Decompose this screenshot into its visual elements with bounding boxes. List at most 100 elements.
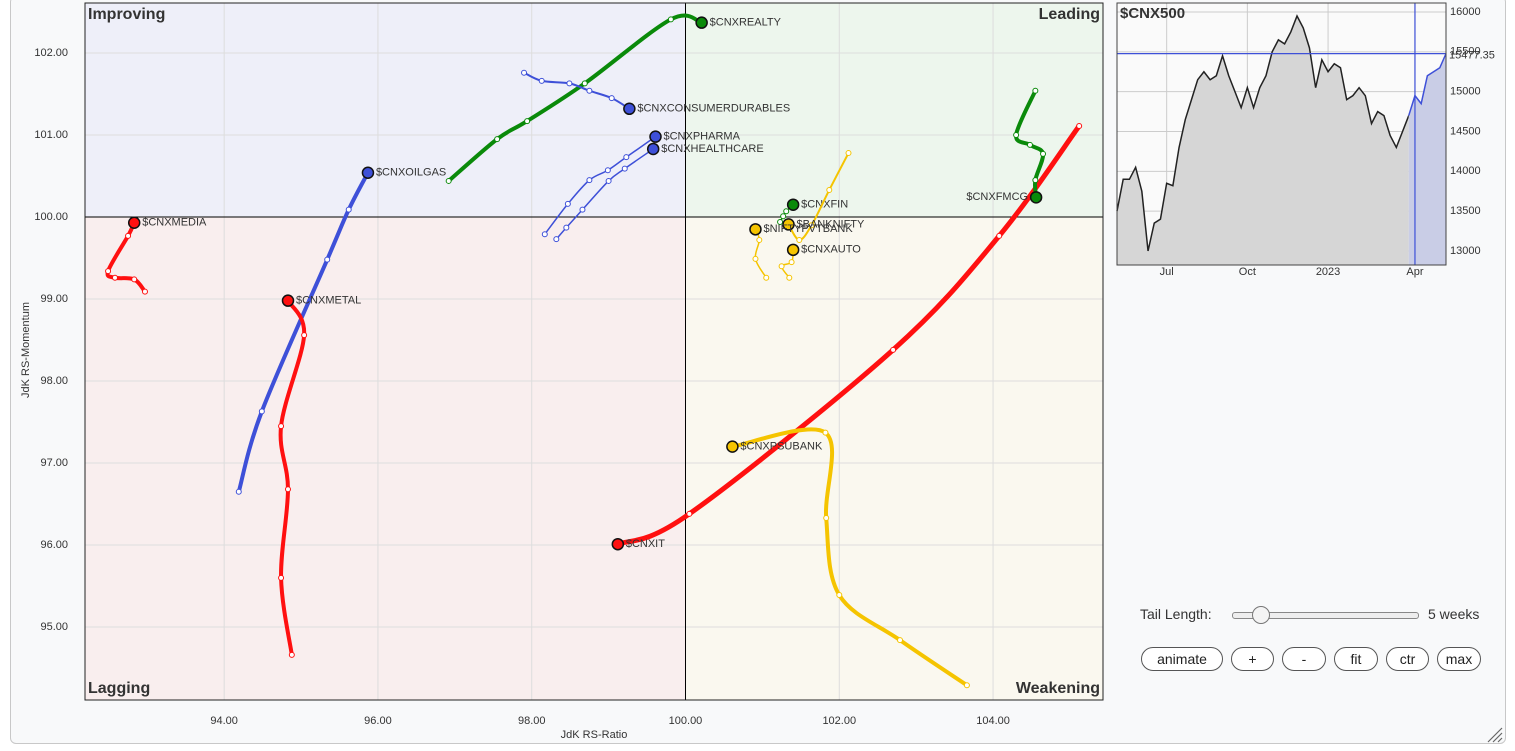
- y-tick-label: 14500: [1450, 125, 1481, 137]
- y-tick-label: 14000: [1450, 165, 1481, 177]
- quadrant: [85, 217, 686, 700]
- tail-point: [686, 510, 693, 517]
- tail-point: [822, 429, 829, 436]
- price-line: [1116, 14, 1410, 252]
- series-label: $CNXHEALTHCARE: [661, 143, 764, 155]
- tail-point: [278, 574, 285, 581]
- head-point: [646, 142, 660, 156]
- area: [1117, 15, 1409, 265]
- head-point: [611, 537, 625, 551]
- tail-point: [783, 208, 790, 215]
- tail-point: [586, 87, 593, 94]
- slider-knob[interactable]: [1252, 606, 1270, 624]
- plot-border: [84, 2, 1104, 701]
- y-tick-label: 15500: [1450, 46, 1481, 58]
- tail-point: [524, 118, 531, 125]
- y-tick-label: 13000: [1450, 245, 1481, 257]
- head-point: [726, 440, 739, 453]
- tail-point: [278, 423, 285, 430]
- tail-point: [788, 259, 795, 266]
- tail-point: [288, 651, 295, 658]
- tail-point: [284, 486, 291, 493]
- fit-button[interactable]: fit: [1334, 647, 1378, 671]
- tail-point: [324, 256, 331, 263]
- tail-point: [823, 514, 830, 521]
- zoom-out-button[interactable]: -: [1282, 647, 1326, 671]
- zoom-in-button[interactable]: +: [1231, 647, 1274, 671]
- tail-point: [1026, 141, 1033, 148]
- tail-point: [780, 213, 787, 220]
- tail-slider[interactable]: [1232, 612, 1419, 619]
- tail-point: [521, 69, 528, 76]
- tail-point: [445, 177, 452, 184]
- tail-point: [786, 274, 793, 281]
- series-label: $CNXAUTO: [801, 244, 861, 256]
- center-button[interactable]: ctr: [1386, 647, 1429, 671]
- tail-point: [763, 274, 770, 281]
- tail-point: [1076, 123, 1083, 129]
- tail-point: [623, 154, 630, 161]
- tail-point: [541, 231, 548, 238]
- mini-plot-border: [1116, 2, 1447, 266]
- animate-button[interactable]: animate: [1141, 647, 1223, 671]
- tail-point: [604, 167, 611, 174]
- x-tick-label: 102.00: [822, 715, 856, 727]
- series-label: $CNXFIN: [801, 199, 848, 211]
- tail-point: [235, 488, 242, 495]
- x-tick-label: 104.00: [976, 715, 1010, 727]
- head-point: [623, 102, 636, 116]
- x-axis-label: JdK RS-Ratio: [561, 729, 628, 741]
- resize-handle: [1487, 727, 1503, 743]
- x-tick-label: Oct: [1239, 266, 1256, 278]
- head-point: [1029, 191, 1043, 204]
- tail-point: [345, 206, 352, 213]
- head-point: [127, 216, 141, 230]
- series-label: $CNXPSUBANK: [740, 441, 823, 453]
- tail-point: [566, 80, 573, 87]
- tail-point: [897, 637, 904, 644]
- x-tick-label: 96.00: [364, 715, 392, 727]
- quadrant-label: Leading: [1039, 6, 1100, 23]
- tail-point: [778, 263, 785, 270]
- x-tick-label: Apr: [1406, 266, 1423, 278]
- tail-point: [836, 592, 843, 599]
- series-label: $CNXMEDIA: [142, 217, 207, 229]
- max-button[interactable]: max: [1437, 647, 1481, 671]
- tail-point: [581, 80, 588, 87]
- tail-point: [586, 177, 593, 184]
- area: [1408, 53, 1446, 265]
- tail-point: [752, 255, 759, 262]
- quadrant-label: Improving: [88, 6, 165, 23]
- series-label: $CNXPHARMA: [664, 131, 741, 143]
- quadrant: [685, 217, 1103, 700]
- series-label: $CNXIT: [626, 538, 665, 550]
- tail-point: [538, 77, 545, 84]
- tail-point: [608, 95, 615, 102]
- tail-point: [301, 332, 308, 339]
- y-axis-label: JdK RS-Momentum: [20, 302, 32, 398]
- tail-point: [1032, 177, 1039, 184]
- last-value-label: 15477.35: [1449, 50, 1495, 62]
- tail-point: [605, 177, 612, 184]
- tail-point: [1013, 132, 1020, 139]
- tail-point: [579, 206, 586, 213]
- tail-point: [826, 186, 833, 193]
- tail-line: [236, 170, 370, 494]
- tail-point: [667, 16, 674, 23]
- series-label: $NIFTYPVTBANK: [763, 223, 853, 235]
- y-tick-label: 97.00: [40, 457, 68, 469]
- head-point: [749, 223, 762, 236]
- tail-point: [494, 136, 501, 143]
- y-tick-label: 101.00: [34, 129, 68, 141]
- head-point: [782, 218, 795, 231]
- series-label: $CNXFMCG: [966, 191, 1028, 203]
- tail-point: [131, 276, 138, 283]
- tail-line: [730, 427, 969, 688]
- x-tick-label: 100.00: [669, 715, 703, 727]
- tail-point: [756, 236, 763, 243]
- tail-point: [1032, 87, 1039, 94]
- y-tick-label: 100.00: [34, 211, 68, 223]
- quadrant-label: Weakening: [1016, 680, 1100, 697]
